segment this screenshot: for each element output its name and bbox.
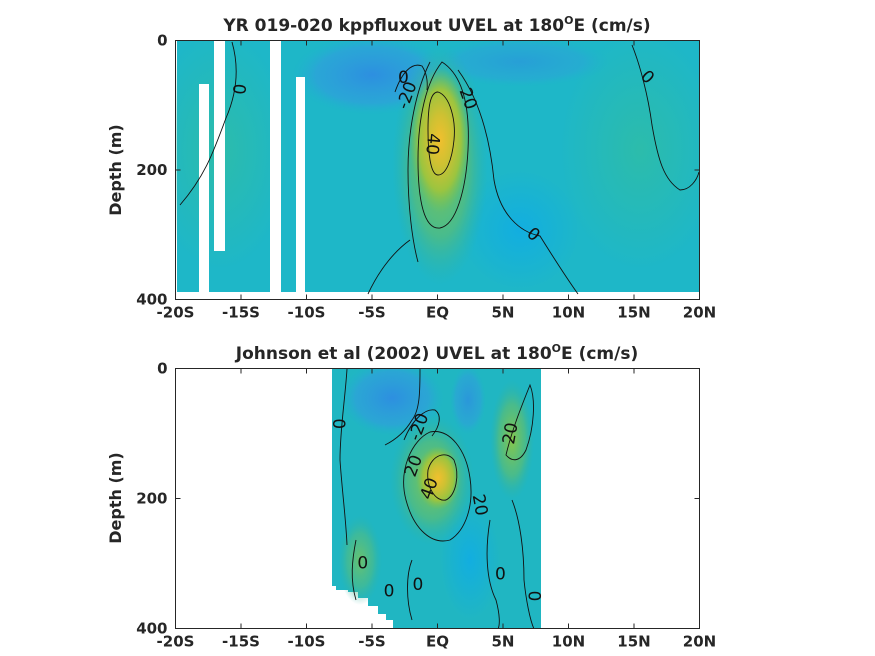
panel2-ylabel: Depth (m) (106, 452, 125, 544)
contour-label: 0 (228, 83, 249, 96)
panel2-undercurrent-core (416, 446, 460, 510)
panel-model: YR 019-020 kppfluxout UVEL at 180OE (cm/… (106, 14, 716, 322)
contour-label: 40 (421, 132, 443, 155)
x-tick-label: 15N (617, 633, 650, 651)
x-tick-label: 20N (683, 633, 716, 651)
panel1-gap-3 (270, 41, 281, 296)
panel2-title: Johnson et al (2002) UVEL at 180OE (cm/s… (235, 342, 638, 364)
panel1-gap-1 (199, 84, 209, 294)
contour-label: 0 (412, 575, 423, 595)
b-contour-40 (427, 454, 458, 501)
x-tick-label: -15S (222, 633, 260, 651)
panel1-gap-2 (214, 41, 225, 251)
b-contour-0-west (339, 368, 348, 546)
contour-0-southwest (367, 239, 411, 295)
y-tick-label: 0 (157, 32, 167, 50)
panel-johnson: Johnson et al (2002) UVEL at 180OE (cm/s… (106, 342, 716, 651)
x-tick-label: EQ (426, 633, 449, 651)
contour-label: 0 (495, 565, 506, 585)
contour-neg20 (394, 64, 428, 93)
panel2-green-south (338, 515, 382, 605)
contour-0-far-east (631, 44, 699, 191)
contour-label: 20 (468, 493, 491, 518)
b-contour-0-mid (407, 559, 413, 621)
y-tick-label: 400 (136, 291, 167, 309)
panel2-field (332, 368, 541, 629)
panel1-ylabel: Depth (m) (106, 124, 125, 216)
x-tick-label: 10N (552, 304, 585, 322)
contour-0-jet-outer (407, 61, 431, 263)
x-tick-label: -10S (288, 304, 326, 322)
x-tick-label: -10S (288, 633, 326, 651)
b-contour-0-mideast (486, 519, 500, 629)
contour-label: 0 (526, 591, 546, 602)
x-tick-label: 10N (552, 633, 585, 651)
contour-label: 20 (499, 421, 522, 446)
x-tick-label: -5S (358, 633, 385, 651)
b-contour-0-midwest (351, 539, 357, 601)
panel2-x-ticks: -20S -15S -10S -5S EQ 5N 10N 15N 20N (157, 368, 716, 651)
x-tick-label: 20N (683, 304, 716, 322)
x-tick-label: -5S (358, 304, 385, 322)
panel2-contours (339, 368, 535, 629)
contour-40 (427, 91, 455, 176)
y-tick-label: 200 (136, 161, 167, 179)
x-tick-label: -15S (222, 304, 260, 322)
panel1-field (175, 40, 699, 300)
y-tick-label: 200 (136, 490, 167, 508)
b-contour-0-core (384, 368, 421, 446)
panel2-blue-north (450, 368, 486, 435)
panel2-green-north (490, 380, 534, 500)
panel1-x-ticks: -20S -15S -10S -5S EQ 5N 10N 15N 20N (157, 40, 716, 322)
panel2-shading (338, 368, 534, 620)
x-tick-label: 5N (492, 304, 515, 322)
panel1-contours (179, 41, 699, 295)
panel1-title: YR 019-020 kppfluxout UVEL at 180OE (cm/… (222, 14, 650, 36)
y-tick-label: 0 (157, 360, 167, 378)
x-tick-label: -20S (157, 304, 195, 322)
b-contour-neg20 (403, 409, 440, 441)
x-tick-label: -20S (157, 633, 195, 651)
x-tick-label: 5N (492, 633, 515, 651)
x-tick-label: EQ (426, 304, 449, 322)
panel1-undercurrent-core (410, 68, 470, 212)
contour-label: 0 (398, 68, 409, 88)
panel1-gap-4 (296, 77, 305, 295)
contour-label: 0 (384, 581, 395, 601)
contour-0-west (179, 41, 237, 206)
y-tick-label: 400 (136, 620, 167, 638)
b-contour-20-north (505, 383, 534, 461)
contour-20 (417, 61, 469, 229)
b-contour-0-east (511, 499, 535, 629)
x-tick-label: 15N (617, 304, 650, 322)
contour-label: 0 (331, 418, 351, 429)
contour-label: 0 (357, 554, 368, 574)
panel1-teal-east (560, 40, 699, 270)
panel1-blue-shallow (430, 40, 610, 87)
panel1-cyan-band (460, 170, 580, 290)
contour-0-east (457, 69, 579, 295)
b-contour-20-jet (403, 431, 472, 542)
